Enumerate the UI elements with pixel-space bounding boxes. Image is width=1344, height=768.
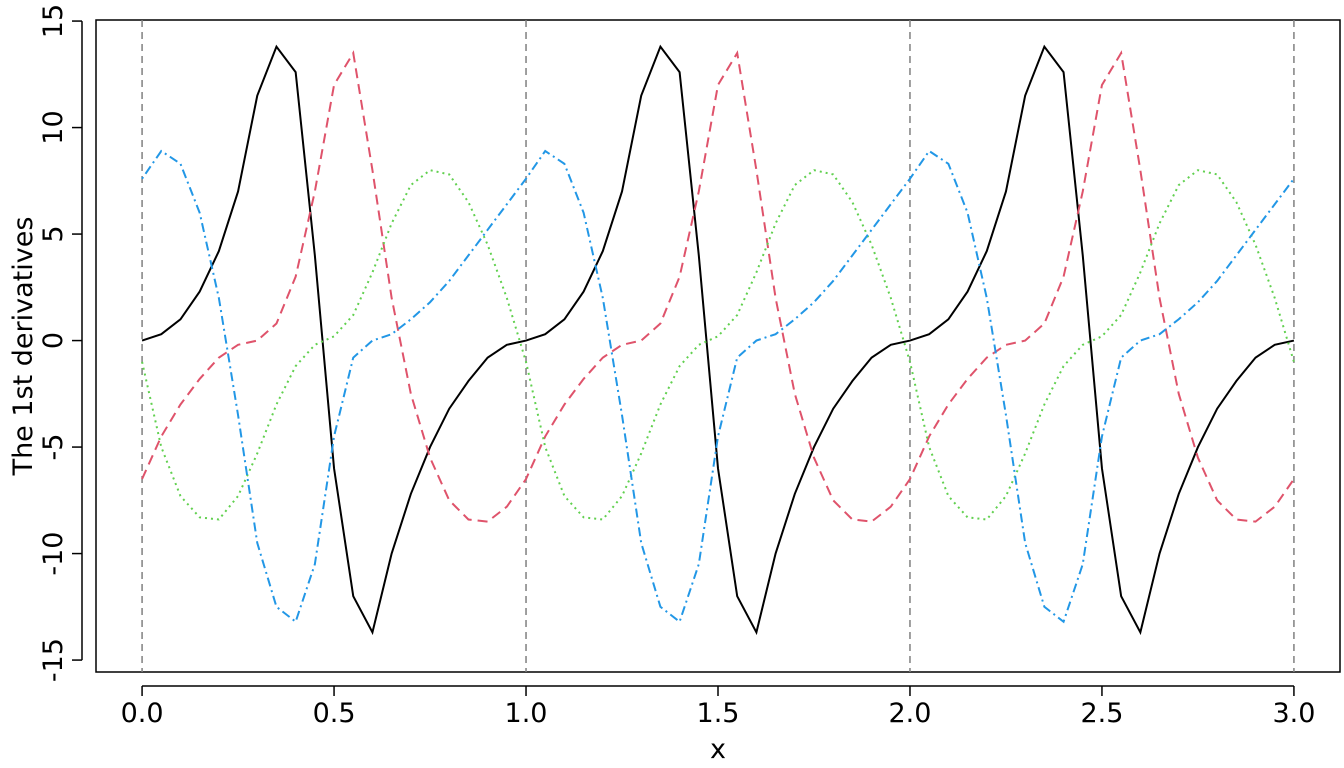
x-tick-label: 0.5 bbox=[313, 698, 356, 729]
series-line bbox=[141, 44, 1295, 636]
y-tick-label: -5 bbox=[38, 434, 69, 461]
x-tick-label: 1.0 bbox=[505, 698, 548, 729]
series-line bbox=[141, 50, 1295, 523]
y-tick-label: -15 bbox=[38, 638, 69, 682]
x-tick-label: 1.5 bbox=[697, 698, 740, 729]
x-axis-title: x bbox=[710, 734, 726, 765]
x-tick-label: 0.0 bbox=[121, 698, 164, 729]
y-tick-label: 0 bbox=[38, 332, 69, 349]
y-tick-label: -10 bbox=[38, 532, 69, 576]
series-line bbox=[141, 149, 1295, 624]
plot-frame bbox=[95, 19, 1341, 673]
x-tick-label: 2.5 bbox=[1080, 698, 1123, 729]
y-axis-title: The 1st derivatives bbox=[8, 217, 39, 477]
x-tick-label: 3.0 bbox=[1272, 698, 1315, 729]
y-tick-label: 15 bbox=[38, 4, 69, 38]
y-tick-label: 5 bbox=[38, 225, 69, 242]
y-tick-label: 10 bbox=[38, 110, 69, 144]
x-tick-label: 2.0 bbox=[888, 698, 931, 729]
